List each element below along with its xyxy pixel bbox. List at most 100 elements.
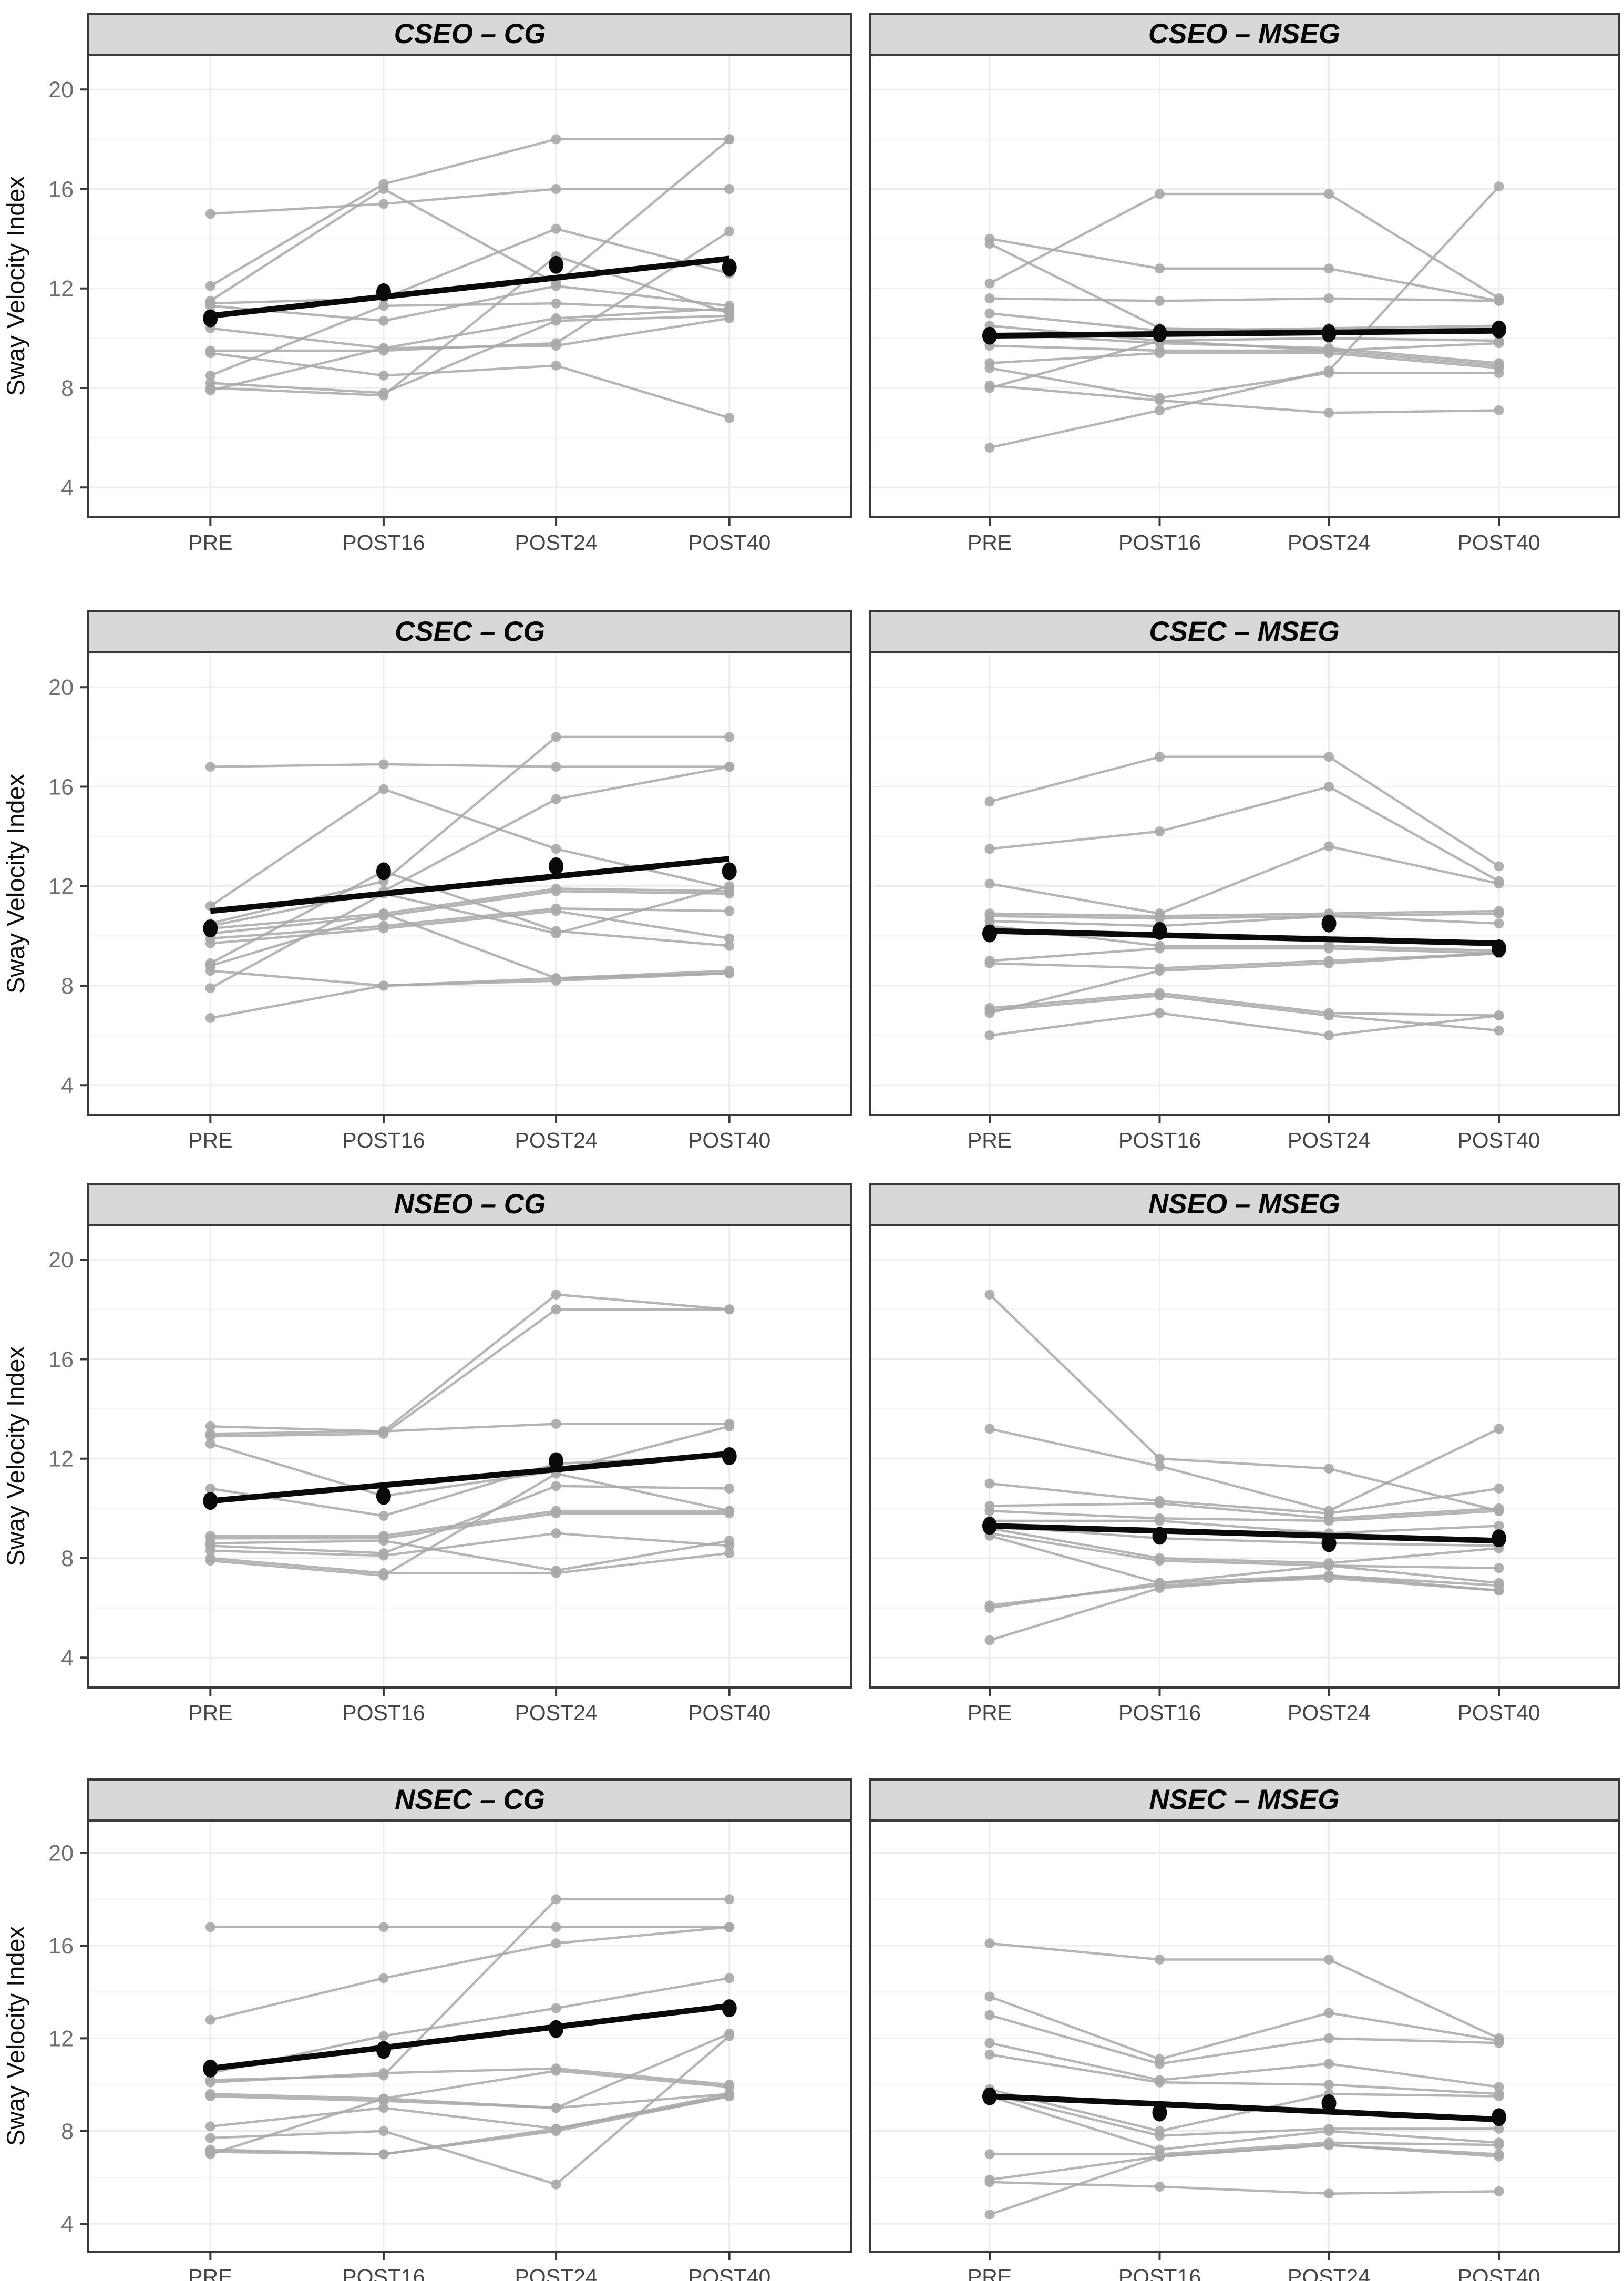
facet-csec-mseg: CSEC – MSEG PRE POST16 POST24 POST40	[869, 610, 1620, 1152]
subject-line	[989, 785, 1500, 883]
facet-nseo-mseg: NSEO – MSEG PRE POST16 POST24 POST40	[869, 1183, 1620, 1725]
x-axis: PRE POST16 POST24 POST40	[188, 2252, 770, 2281]
facet-nsec-mseg: NSEC – MSEG PRE POST16 POST24 POST40	[869, 1778, 1620, 2281]
mean-points	[203, 255, 737, 328]
subject-point	[724, 2082, 735, 2092]
subject-point	[1494, 2123, 1504, 2134]
subject-point	[984, 1991, 995, 2002]
subject-point	[724, 888, 735, 899]
subject-line	[210, 1423, 729, 1433]
subject-point	[1154, 943, 1165, 954]
subject-point	[1324, 1570, 1334, 1581]
subject-point	[1494, 1585, 1504, 1595]
subject-point	[205, 1431, 215, 1441]
gridlines	[870, 652, 1619, 1115]
subject-point	[984, 383, 995, 393]
subject-point	[1154, 2151, 1165, 2162]
facet-strip-title: CSEC – CG	[395, 616, 545, 647]
subject-lines	[210, 1898, 731, 2186]
subject-point	[724, 313, 735, 324]
subject-point	[1494, 2140, 1504, 2150]
facet-cseo-mseg: CSEO – MSEG PRE POST16 POST24 POST40	[869, 13, 1620, 555]
subject-line	[989, 297, 1499, 302]
subject-line	[210, 314, 729, 394]
subject-line	[210, 1926, 729, 2021]
subject-point	[1154, 1556, 1165, 1566]
facet-strip	[869, 1183, 1620, 1226]
subject-point	[724, 1506, 735, 1516]
mean-points	[982, 320, 1506, 345]
subject-line	[989, 2088, 1499, 2133]
subject-line	[210, 1308, 729, 1438]
subject-line	[989, 344, 1499, 367]
x-tick-label: POST16	[342, 2265, 425, 2281]
subject-line	[989, 1482, 1499, 1515]
y-axis: 20 16 12 8 4	[48, 675, 88, 1098]
mean-point	[549, 255, 564, 274]
subject-point	[984, 878, 995, 889]
subject-point	[378, 301, 389, 311]
subject-point	[378, 923, 389, 934]
subject-point	[1494, 2091, 1504, 2102]
subject-lines	[989, 1293, 1499, 1642]
subject-line	[989, 991, 1499, 1017]
subject-point	[1494, 1010, 1504, 1021]
x-tick-label: POST40	[1457, 1701, 1540, 1725]
subject-point	[984, 278, 995, 289]
subject-point	[551, 1481, 561, 1491]
subject-point	[724, 226, 735, 237]
x-tick-label: POST16	[342, 1701, 425, 1725]
mean-points	[982, 1517, 1506, 1552]
mean-point	[982, 326, 997, 345]
facet-strip	[869, 13, 1620, 56]
trend-line	[989, 2093, 1499, 2123]
trend-line	[989, 928, 1499, 947]
subject-point	[1154, 2077, 1165, 2088]
y-tick-label: 8	[61, 1546, 74, 1571]
subject-point	[205, 1556, 215, 1566]
subject-point	[551, 1289, 561, 1300]
subject-point	[1154, 1454, 1165, 1464]
subject-point	[1154, 990, 1165, 1001]
subject-line	[989, 1502, 1499, 1520]
subject-point	[1494, 1520, 1504, 1531]
subject-point	[1324, 2126, 1334, 2136]
subject-point	[1324, 841, 1334, 852]
subject-point	[724, 732, 735, 742]
subject-line	[210, 870, 729, 965]
subject-point	[724, 1484, 735, 1494]
facet-strip-title: CSEO – MSEG	[1148, 18, 1340, 49]
facet-cseo-cg: CSEO – CG PRE POST16 POST24 POST40 20 16 12 8 4 Sw…	[2, 13, 852, 555]
subject-point	[551, 341, 561, 351]
subject-point	[551, 315, 561, 326]
subject-line	[989, 1942, 1499, 2040]
subject-point	[1154, 1498, 1165, 1509]
subject-point	[724, 940, 735, 951]
subject-point	[724, 2029, 735, 2039]
subject-line	[210, 1485, 729, 1554]
subject-line	[210, 352, 730, 419]
x-axis: PRE POST16 POST24 POST40	[968, 2252, 1540, 2281]
subject-point	[984, 2049, 995, 2060]
subject-point	[205, 348, 215, 359]
subject-point	[551, 732, 561, 742]
y-tick-label: 20	[48, 675, 74, 700]
facet-strip	[87, 1778, 852, 1822]
subject-point	[724, 134, 735, 145]
y-tick-label: 16	[48, 1347, 74, 1372]
x-tick-label: POST16	[1118, 530, 1201, 555]
subject-line	[210, 1552, 729, 1574]
subject-point	[1494, 1506, 1504, 1516]
subject-point	[378, 2093, 389, 2104]
subject-point	[205, 2014, 215, 2025]
mean-point	[1321, 1534, 1337, 1552]
subject-line	[210, 307, 729, 350]
subject-point	[724, 906, 735, 916]
subject-point	[1154, 1008, 1165, 1018]
subject-point	[1494, 918, 1504, 929]
subject-point	[378, 980, 389, 991]
mean-point	[203, 919, 218, 938]
x-tick-label: POST24	[1288, 1128, 1370, 1152]
subject-point	[378, 1550, 389, 1561]
mean-point	[376, 1487, 391, 1505]
